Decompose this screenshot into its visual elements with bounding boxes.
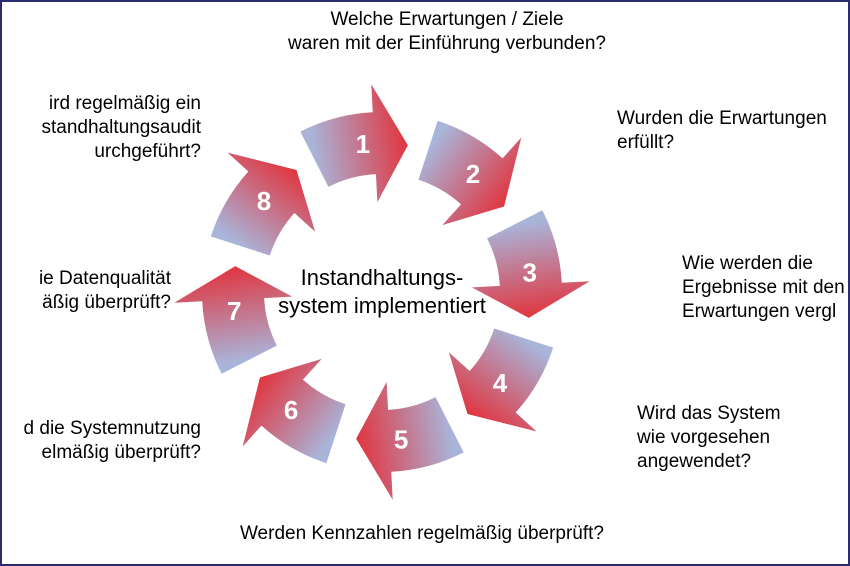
step-label-3: Wie werden die Ergebnisse mit den Erwart…: [682, 252, 850, 323]
cycle-arrow-5: [356, 382, 464, 500]
arrow-number-2: 2: [466, 159, 480, 189]
diagram-canvas: 1 2 3 4 5 6 7 8 Instandhaltungs- system impleme…: [0, 0, 850, 566]
arrow-number-3: 3: [523, 258, 537, 288]
arrow-number-7: 7: [227, 296, 241, 326]
step-label-6: d die Systemnutzung elmäßig überprüft?: [0, 417, 201, 465]
step-label-8: ird regelmäßig ein standhaltungsaudit ur…: [0, 92, 201, 163]
arrow-number-8: 8: [257, 186, 271, 216]
step-label-2: Wurden die Erwartungen erfüllt?: [617, 107, 850, 155]
center-label: Instandhaltungs- system implementiert: [242, 264, 522, 319]
step-label-7: ie Datenqualität äßig überprüft?: [0, 267, 171, 315]
step-label-1: Welche Erwartungen / Ziele waren mit der…: [232, 8, 662, 56]
cycle-arrow-1: [300, 84, 408, 202]
arrow-number-5: 5: [394, 425, 408, 455]
arrow-number-4: 4: [493, 368, 508, 398]
step-label-4: Wird das System wie vorgesehen angewende…: [637, 402, 850, 473]
arrow-number-1: 1: [356, 129, 370, 159]
arrow-number-6: 6: [284, 395, 298, 425]
step-label-5: Werden Kennzahlen regelmäßig überprüft?: [182, 522, 662, 546]
